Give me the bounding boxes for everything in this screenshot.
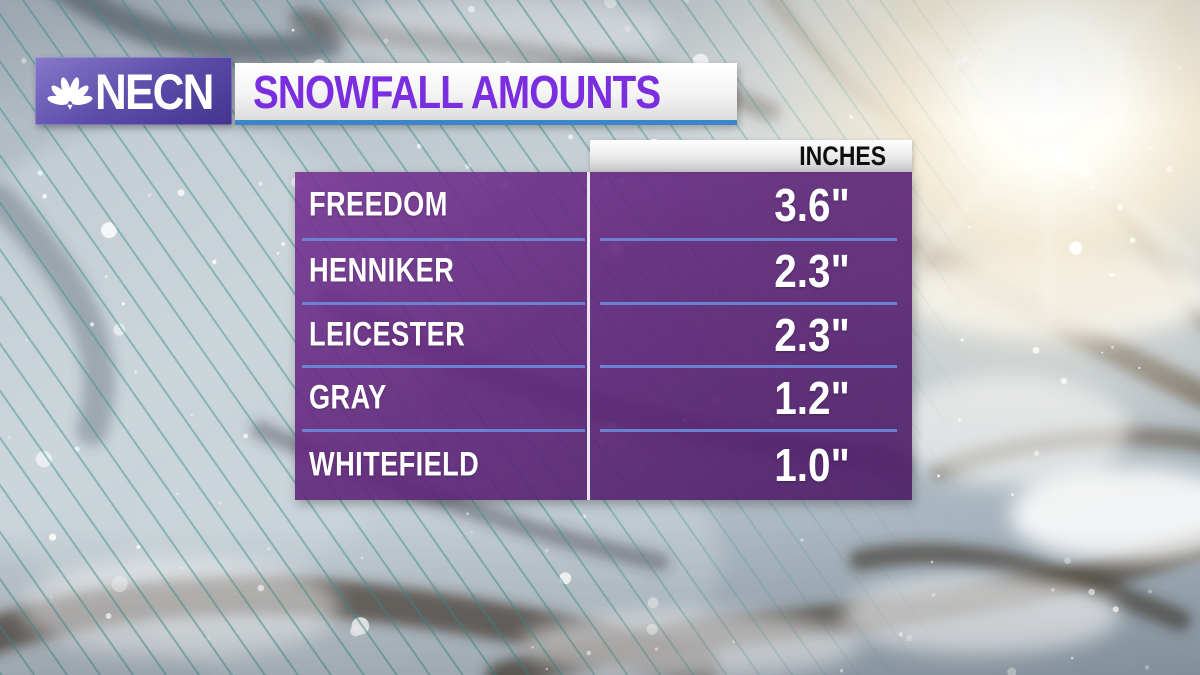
location-label: WHITEFIELD [309, 445, 480, 484]
column-divider [587, 172, 590, 500]
amount-value: 3.6" [774, 178, 850, 231]
amount-value: 1.0" [774, 438, 850, 491]
table-row: HENNIKER 2.3" [295, 240, 912, 304]
table-row: GRAY 1.2" [295, 367, 912, 431]
amount-value: 2.3" [774, 308, 850, 361]
location-label: HENNIKER [309, 251, 455, 290]
row-separator [302, 238, 585, 241]
amount-value: 2.3" [774, 244, 850, 297]
row-separator [600, 365, 897, 368]
row-separator [302, 365, 585, 368]
location-label: GRAY [309, 378, 387, 417]
row-separator [600, 302, 897, 305]
necn-logo-plate: NECN [35, 57, 232, 125]
network-name: NECN [95, 64, 214, 120]
table-column-header: INCHES [590, 140, 912, 172]
row-separator [600, 429, 897, 432]
page-title: SNOWFALL AMOUNTS [253, 65, 661, 118]
title-banner: SNOWFALL AMOUNTS [235, 63, 737, 125]
snowfall-table: FREEDOM 3.6" HENNIKER 2.3" LEICESTER 2.3… [295, 172, 912, 500]
amount-value: 1.2" [774, 371, 850, 424]
nbc-peacock-icon [47, 77, 93, 111]
table-row: FREEDOM 3.6" [295, 172, 912, 240]
row-separator [302, 429, 585, 432]
inches-column-label: INCHES [799, 140, 886, 171]
row-separator [302, 302, 585, 305]
location-label: FREEDOM [309, 185, 448, 224]
table-row: WHITEFIELD 1.0" [295, 431, 912, 500]
table-row: LEICESTER 2.3" [295, 304, 912, 367]
row-separator [600, 238, 897, 241]
location-label: LEICESTER [309, 315, 466, 354]
